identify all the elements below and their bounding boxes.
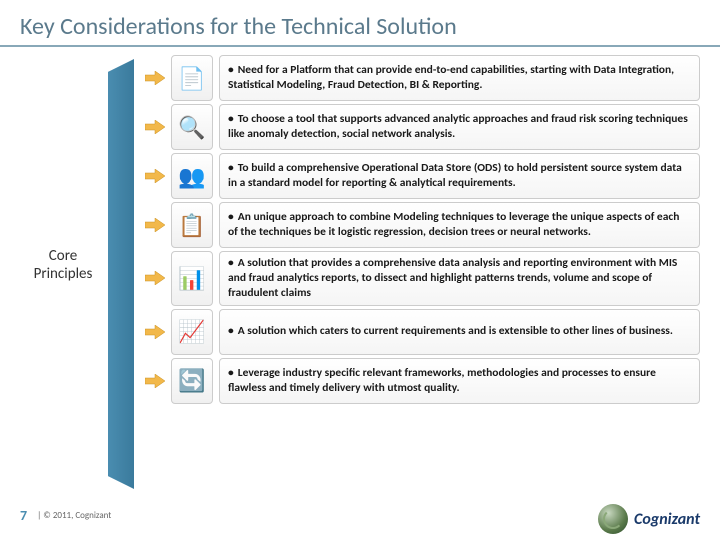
page-number: 7 [20, 507, 27, 524]
brand-logo: Cognizant [598, 504, 700, 534]
principle-item: 📈•A solution which caters to current req… [145, 309, 700, 355]
arrow-icon [145, 202, 165, 248]
item-icon: 📊 [171, 251, 213, 306]
item-text: •To build a comprehensive Operational Da… [219, 153, 700, 199]
item-icon: 👥 [171, 153, 213, 199]
item-icon: 📋 [171, 202, 213, 248]
globe-icon [598, 504, 628, 534]
principle-item: 📋•An unique approach to combine Modeling… [145, 202, 700, 248]
arrow-icon [145, 153, 165, 199]
item-text: •A solution which caters to current requ… [219, 309, 700, 355]
slide-title: Key Considerations for the Technical Sol… [0, 0, 720, 47]
item-text: •An unique approach to combine Modeling … [219, 202, 700, 248]
arrow-icon [145, 55, 165, 101]
vertical-connector-bar [108, 59, 134, 489]
core-label-line1: Core [18, 247, 108, 265]
item-icon: 📄 [171, 55, 213, 101]
arrow-icon [145, 251, 165, 306]
item-text: •Need for a Platform that can provide en… [219, 55, 700, 101]
core-label-line2: Principles [18, 265, 108, 283]
item-icon: 📈 [171, 309, 213, 355]
copyright: | © 2011, Cognizant [37, 510, 111, 521]
item-text: •To choose a tool that supports advanced… [219, 104, 700, 150]
main-content: Core Principles 📄•Need for a Platform th… [0, 47, 720, 495]
principle-item: 📊•A solution that provides a comprehensi… [145, 251, 700, 306]
item-text: •Leverage industry specific relevant fra… [219, 358, 700, 404]
principle-item: 🔍•To choose a tool that supports advance… [145, 104, 700, 150]
principles-list: 📄•Need for a Platform that can provide e… [145, 55, 700, 404]
arrow-icon [145, 309, 165, 355]
core-principles-label: Core Principles [18, 247, 108, 283]
item-text: •A solution that provides a comprehensiv… [219, 251, 700, 306]
principle-item: 👥•To build a comprehensive Operational D… [145, 153, 700, 199]
item-icon: 🔍 [171, 104, 213, 150]
arrow-icon [145, 358, 165, 404]
logo-text: Cognizant [634, 510, 700, 529]
arrow-icon [145, 104, 165, 150]
item-icon: 🔄 [171, 358, 213, 404]
principle-item: 🔄•Leverage industry specific relevant fr… [145, 358, 700, 404]
principle-item: 📄•Need for a Platform that can provide e… [145, 55, 700, 101]
